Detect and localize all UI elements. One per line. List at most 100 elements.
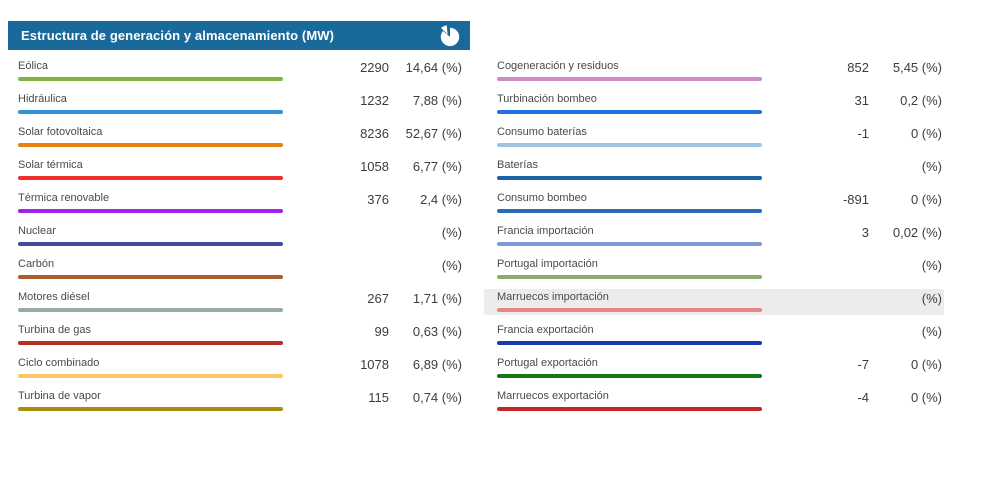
row-color-bar xyxy=(18,341,283,345)
row-color-bar xyxy=(497,341,762,345)
row-value: 267 xyxy=(367,291,389,306)
row-label: Portugal importación xyxy=(497,258,598,270)
generation-row[interactable]: Consumo bombeo -891 0 (%) xyxy=(484,187,944,220)
row-name-block: Portugal importación xyxy=(497,259,762,279)
generation-row[interactable]: Marruecos exportación -4 0 (%) xyxy=(484,385,944,418)
row-name-block: Eólica xyxy=(18,61,283,81)
row-percent: (%) xyxy=(921,159,942,174)
row-value: -7 xyxy=(857,357,869,372)
generation-row[interactable]: Carbón (%) xyxy=(8,253,470,286)
generation-row[interactable]: Nuclear (%) xyxy=(8,220,470,253)
row-percent: 6,89 (%) xyxy=(412,357,462,372)
pie-chart-icon[interactable] xyxy=(438,24,462,48)
generation-row[interactable]: Francia importación 3 0,02 (%) xyxy=(484,220,944,253)
row-name-block: Portugal exportación xyxy=(497,358,762,378)
row-label: Marruecos exportación xyxy=(497,390,609,402)
generation-row[interactable]: Portugal exportación -7 0 (%) xyxy=(484,352,944,385)
row-name-block: Nuclear xyxy=(18,226,283,246)
row-percent: 0,02 (%) xyxy=(892,225,942,240)
generation-row[interactable]: Consumo baterías -1 0 (%) xyxy=(484,121,944,154)
generation-row[interactable]: Turbina de vapor 115 0,74 (%) xyxy=(8,385,470,418)
row-name-block: Turbina de vapor xyxy=(18,391,283,411)
row-percent: 1,71 (%) xyxy=(412,291,462,306)
row-percent: (%) xyxy=(441,258,462,273)
row-value: 115 xyxy=(368,390,389,405)
generation-row[interactable]: Térmica renovable 376 2,4 (%) xyxy=(8,187,470,220)
row-label: Consumo bombeo xyxy=(497,192,587,204)
generation-row[interactable]: Marruecos importación (%) xyxy=(484,286,944,319)
row-label: Eólica xyxy=(18,60,48,72)
generation-row[interactable]: Solar térmica 1058 6,77 (%) xyxy=(8,154,470,187)
row-percent: 0 (%) xyxy=(910,192,942,207)
row-name-block: Solar fotovoltaica xyxy=(18,127,283,147)
row-color-bar xyxy=(18,242,283,246)
row-name-block: Francia importación xyxy=(497,226,762,246)
row-name-block: Ciclo combinado xyxy=(18,358,283,378)
row-percent: (%) xyxy=(921,324,942,339)
row-percent: 0 (%) xyxy=(910,126,942,141)
generation-row[interactable]: Francia exportación (%) xyxy=(484,319,944,352)
generation-row[interactable]: Cogeneración y residuos 852 5,45 (%) xyxy=(484,55,944,88)
row-name-block: Hidráulica xyxy=(18,94,283,114)
row-percent: 0 (%) xyxy=(910,390,942,405)
row-percent: 0,2 (%) xyxy=(900,93,942,108)
row-color-bar xyxy=(497,374,762,378)
row-color-bar xyxy=(497,176,762,180)
row-value: -4 xyxy=(857,390,869,405)
row-color-bar xyxy=(18,407,283,411)
row-name-block: Turbinación bombeo xyxy=(497,94,762,114)
row-label: Francia importación xyxy=(497,225,594,237)
row-color-bar xyxy=(18,209,283,213)
widget-header: Estructura de generación y almacenamient… xyxy=(8,21,470,50)
generation-row[interactable]: Turbinación bombeo 31 0,2 (%) xyxy=(484,88,944,121)
row-percent: 14,64 (%) xyxy=(405,60,462,75)
row-label: Cogeneración y residuos xyxy=(497,60,619,72)
row-color-bar xyxy=(497,209,762,213)
row-percent: 0,63 (%) xyxy=(412,324,462,339)
row-color-bar xyxy=(18,77,283,81)
row-percent: 7,88 (%) xyxy=(412,93,462,108)
row-value: 1232 xyxy=(360,93,389,108)
row-percent: (%) xyxy=(921,258,942,273)
generation-row[interactable]: Ciclo combinado 1078 6,89 (%) xyxy=(8,352,470,385)
row-color-bar xyxy=(497,110,762,114)
row-percent: 0,74 (%) xyxy=(412,390,462,405)
row-percent: 0 (%) xyxy=(910,357,942,372)
row-label: Turbina de vapor xyxy=(18,390,101,402)
generation-row[interactable]: Eólica 2290 14,64 (%) xyxy=(8,55,470,88)
row-color-bar xyxy=(497,242,762,246)
row-percent: 2,4 (%) xyxy=(420,192,462,207)
row-name-block: Cogeneración y residuos xyxy=(497,61,762,81)
row-label: Térmica renovable xyxy=(18,192,110,204)
row-name-block: Baterías xyxy=(497,160,762,180)
generation-column-right: Cogeneración y residuos 852 5,45 (%) Tur… xyxy=(484,55,944,418)
row-label: Solar fotovoltaica xyxy=(18,126,103,138)
row-percent: 52,67 (%) xyxy=(405,126,462,141)
row-color-bar xyxy=(497,77,762,81)
generation-row[interactable]: Turbina de gas 99 0,63 (%) xyxy=(8,319,470,352)
row-color-bar xyxy=(18,374,283,378)
row-percent: (%) xyxy=(441,225,462,240)
row-label: Turbina de gas xyxy=(18,324,91,336)
generation-row[interactable]: Motores diésel 267 1,71 (%) xyxy=(8,286,470,319)
generation-row[interactable]: Baterías (%) xyxy=(484,154,944,187)
row-value: 31 xyxy=(854,93,869,108)
row-label: Baterías xyxy=(497,159,538,171)
row-value: 99 xyxy=(374,324,389,339)
row-name-block: Francia exportación xyxy=(497,325,762,345)
row-label: Ciclo combinado xyxy=(18,357,100,369)
row-percent: 6,77 (%) xyxy=(412,159,462,174)
row-label: Motores diésel xyxy=(18,291,90,303)
row-value: 8236 xyxy=(360,126,389,141)
generation-row[interactable]: Portugal importación (%) xyxy=(484,253,944,286)
row-name-block: Turbina de gas xyxy=(18,325,283,345)
generation-row[interactable]: Solar fotovoltaica 8236 52,67 (%) xyxy=(8,121,470,154)
row-name-block: Motores diésel xyxy=(18,292,283,312)
row-name-block: Solar térmica xyxy=(18,160,283,180)
row-value: 1058 xyxy=(360,159,389,174)
row-name-block: Térmica renovable xyxy=(18,193,283,213)
generation-row[interactable]: Hidráulica 1232 7,88 (%) xyxy=(8,88,470,121)
widget-title: Estructura de generación y almacenamient… xyxy=(21,28,335,43)
row-label: Hidráulica xyxy=(18,93,67,105)
row-label: Francia exportación xyxy=(497,324,594,336)
